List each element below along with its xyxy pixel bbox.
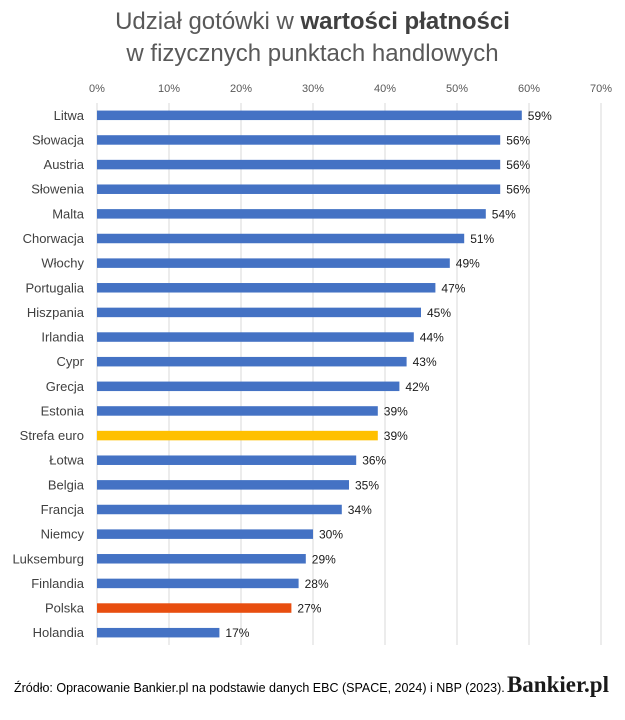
x-tick-label: 10% [158, 83, 180, 95]
bar [97, 480, 349, 490]
category-label: Portugalia [25, 280, 84, 295]
chart-title: Udział gotówki w wartości płatności w fi… [0, 6, 625, 70]
x-tick-label: 40% [374, 83, 396, 95]
data-label: 56% [506, 183, 530, 197]
category-label: Polska [45, 601, 85, 616]
data-label: 47% [441, 281, 465, 295]
category-label: Grecja [46, 379, 85, 394]
bar [97, 184, 501, 194]
data-label: 30% [319, 528, 343, 542]
bar [97, 209, 486, 219]
bar [97, 504, 342, 515]
bar [97, 381, 400, 392]
data-label: 39% [384, 429, 408, 443]
bar [97, 603, 292, 613]
x-tick-label: 20% [230, 83, 252, 95]
title-text-regular: Udział gotówki w [115, 8, 301, 35]
bar [97, 406, 378, 416]
data-label: 51% [470, 232, 494, 246]
data-label: 54% [492, 207, 516, 221]
bar [97, 627, 220, 638]
data-label: 35% [355, 478, 379, 492]
category-label: Estonia [41, 403, 85, 418]
bar [97, 529, 313, 539]
category-label: Litwa [54, 108, 85, 123]
data-label: 44% [420, 331, 444, 345]
x-tick-label: 50% [446, 83, 468, 95]
x-tick-label: 30% [302, 83, 324, 95]
bar [97, 455, 357, 465]
bar [97, 258, 450, 268]
data-label: 34% [348, 503, 372, 517]
category-label: Cypr [57, 354, 85, 369]
bar [97, 283, 436, 293]
title-line-1: Udział gotówki w wartości płatności [0, 6, 625, 38]
data-label: 56% [506, 158, 530, 172]
category-label: Hiszpania [27, 305, 85, 320]
category-label: Austria [44, 157, 85, 172]
category-label: Chorwacja [23, 231, 85, 246]
category-label: Malta [52, 206, 85, 221]
bar [97, 135, 501, 145]
bankier-logo: Bankier.pl [506, 672, 609, 697]
category-label: Finlandia [31, 576, 85, 591]
category-label: Belgia [48, 477, 85, 492]
source-note: Źródło: Opracowanie Bankier.pl na podsta… [14, 681, 505, 695]
bar [97, 554, 306, 564]
bar [97, 110, 522, 121]
data-label: 17% [225, 626, 249, 640]
category-label: Holandia [33, 625, 85, 640]
data-label: 49% [456, 257, 480, 271]
category-label: Strefa euro [20, 428, 84, 443]
data-label: 39% [384, 404, 408, 418]
x-tick-label: 60% [518, 83, 540, 95]
category-label: Słowenia [31, 182, 85, 197]
x-tick-label: 70% [590, 83, 612, 95]
data-label: 43% [413, 355, 437, 369]
bar [97, 159, 501, 170]
data-label: 45% [427, 306, 451, 320]
category-label: Włochy [41, 256, 84, 271]
category-label: Francja [41, 502, 85, 517]
category-label: Luksemburg [12, 551, 84, 566]
bar [97, 356, 407, 367]
data-label: 42% [405, 380, 429, 394]
category-label: Niemcy [41, 527, 85, 542]
bar [97, 332, 414, 342]
bar [97, 233, 465, 244]
bar [97, 307, 421, 318]
data-label: 56% [506, 133, 530, 147]
data-label: 36% [362, 454, 386, 468]
category-label: Irlandia [41, 330, 84, 345]
bar [97, 578, 299, 589]
category-label: Słowacja [32, 132, 85, 147]
x-tick-label: 0% [89, 83, 105, 95]
data-label: 28% [305, 577, 329, 591]
title-line-2: w fizycznych punktach handlowych [126, 40, 499, 67]
data-label: 27% [297, 602, 321, 616]
title-text-bold: wartości płatności [300, 8, 510, 35]
bar [97, 430, 378, 441]
data-label: 29% [312, 552, 336, 566]
data-label: 59% [528, 109, 552, 123]
category-label: Łotwa [49, 453, 84, 468]
